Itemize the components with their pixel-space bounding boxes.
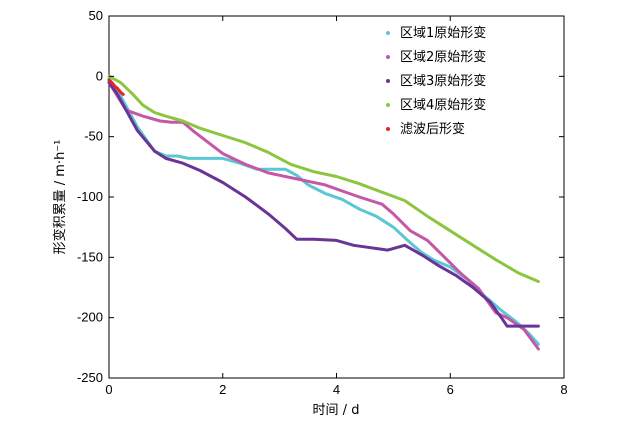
y-tick-label: 0: [96, 68, 103, 83]
x-tick-label: 2: [219, 382, 226, 397]
x-tick-label: 0: [105, 382, 112, 397]
y-tick-label: -250: [77, 370, 103, 385]
legend-label-3: 区域3原始形变: [400, 73, 486, 89]
tick-layer: 0 2 4 6 8 50 0 -50 -100 -150 -200 -250: [77, 8, 568, 397]
y-tick-label: -150: [77, 249, 103, 264]
x-tick-label: 4: [333, 382, 340, 397]
legend-marker-1: [386, 31, 390, 35]
series-layer: [107, 74, 540, 351]
x-axis-label: 时间 / d: [313, 403, 360, 418]
legend-marker-4: [386, 103, 390, 107]
series-line-3: [107, 80, 540, 328]
legend-marker-3: [386, 79, 390, 83]
series-line-5: [107, 78, 125, 96]
legend-label-5: 滤波后形变: [400, 121, 465, 137]
legend-marker-5: [386, 127, 390, 131]
x-tick-label: 6: [447, 382, 454, 397]
y-tick-label: -50: [84, 129, 103, 144]
series-line-4: [107, 74, 540, 283]
legend-marker-2: [386, 55, 390, 59]
legend-label-4: 区域4原始形变: [400, 97, 486, 113]
y-tick-label: 50: [89, 8, 103, 23]
series-line-2: [107, 80, 540, 351]
y-tick-label: -200: [77, 310, 103, 325]
y-axis-label: 形变积累量 / m·h⁻¹: [52, 140, 68, 255]
y-tick-label: -100: [77, 189, 103, 204]
legend-label-2: 区域2原始形变: [400, 49, 486, 65]
legend-label-1: 区域1原始形变: [400, 25, 486, 41]
x-tick-label: 8: [560, 382, 567, 397]
